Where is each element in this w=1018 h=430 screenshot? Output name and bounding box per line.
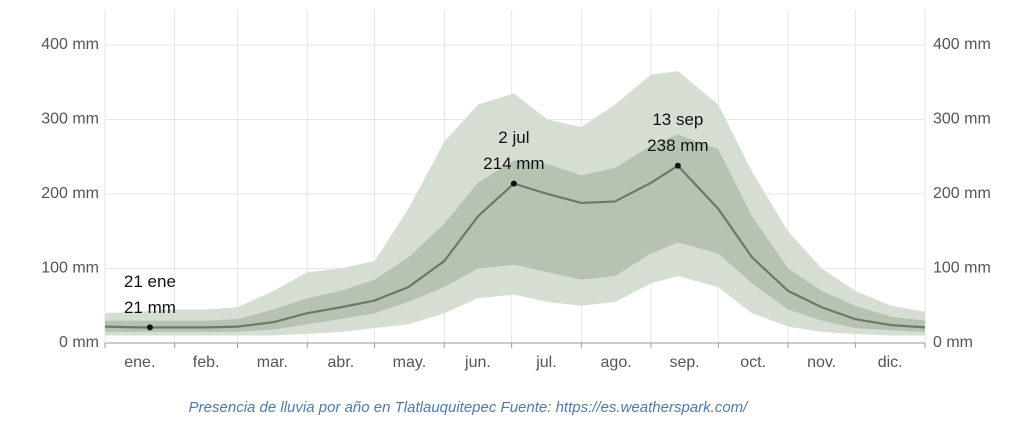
- x-tick-label: abr.: [328, 354, 355, 371]
- annotation-date: 13 sep: [652, 110, 703, 129]
- x-tick-label: oct.: [740, 354, 766, 371]
- x-tick-label: ene.: [124, 354, 155, 371]
- y-tick-label: 400 mm: [41, 36, 99, 53]
- x-tick-label: jun.: [464, 354, 491, 371]
- x-tick-label: ago.: [601, 354, 632, 371]
- annotation-point: [146, 324, 153, 331]
- y2-tick-label: 100 mm: [933, 260, 991, 277]
- x-tick-label: feb.: [193, 354, 220, 371]
- y2-tick-label: 0 mm: [933, 334, 973, 351]
- y-tick-label: 0 mm: [59, 334, 99, 351]
- y2-tick-label: 200 mm: [933, 185, 991, 202]
- y-tick-label: 100 mm: [41, 260, 99, 277]
- band: [105, 134, 925, 332]
- x-tick-label: jul.: [535, 354, 556, 371]
- caption: Presencia de lluvia por año en Tlatlauqu…: [189, 399, 749, 416]
- annotation-point: [674, 162, 681, 169]
- x-tick-label: may.: [393, 354, 426, 371]
- x-tick-label: nov.: [807, 354, 836, 371]
- annotation-date: 21 ene: [124, 272, 176, 291]
- x-tick-label: mar.: [257, 354, 288, 371]
- annotation-date: 2 jul: [498, 128, 529, 147]
- annotation-point: [510, 180, 517, 187]
- annotation-value: 238 mm: [647, 136, 708, 155]
- y-tick-label: 300 mm: [41, 111, 99, 128]
- y-tick-label: 200 mm: [41, 185, 99, 202]
- y2-tick-label: 300 mm: [933, 111, 991, 128]
- annotation-value: 214 mm: [483, 154, 544, 173]
- y2-tick-label: 400 mm: [933, 36, 991, 53]
- annotation-value: 21 mm: [124, 298, 176, 317]
- x-tick-label: dic.: [878, 354, 903, 371]
- x-tick-label: sep.: [669, 354, 699, 371]
